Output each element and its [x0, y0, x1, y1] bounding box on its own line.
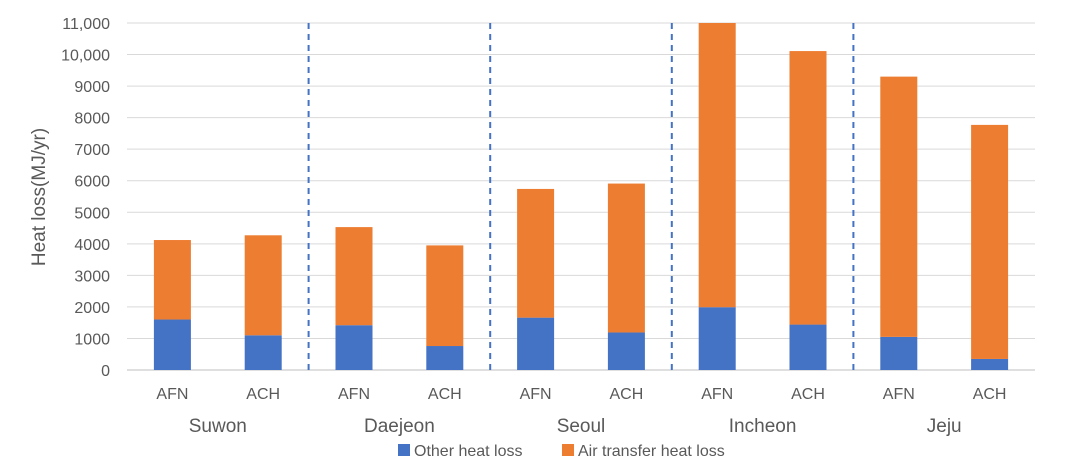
bar-segment-air-transfer-heat-loss [153, 240, 191, 320]
y-axis-label: Heat loss(MJ/yr) [29, 128, 50, 266]
bar-segment-other-heat-loss [153, 319, 191, 370]
y-tick-label: 8000 [74, 111, 110, 128]
legend-swatch-other-heat-loss [398, 444, 410, 456]
x-category-label: AFN [338, 386, 370, 403]
x-group-label: Jeju [927, 416, 962, 437]
group-separators [307, 23, 855, 370]
x-category-label: ACH [973, 386, 1007, 403]
legend: Other heat loss Air transfer heat loss [398, 443, 725, 460]
bar-segment-other-heat-loss [335, 325, 373, 370]
bar-segment-air-transfer-heat-loss [698, 23, 736, 308]
legend-label-other-heat-loss: Other heat loss [414, 443, 523, 460]
bar-segment-other-heat-loss [517, 317, 555, 370]
x-group-label: Daejeon [364, 416, 435, 437]
x-group-label: Incheon [729, 416, 797, 437]
x-category-label: ACH [610, 386, 644, 403]
x-category-label: ACH [791, 386, 825, 403]
x-category-label: AFN [520, 386, 552, 403]
y-tick-label: 0 [101, 363, 110, 380]
x-category-label: ACH [246, 386, 280, 403]
bar-segment-air-transfer-heat-loss [789, 51, 827, 325]
legend-swatch-air-transfer-heat-loss [562, 444, 574, 456]
bar-segment-air-transfer-heat-loss [426, 245, 464, 347]
x-category-label: AFN [156, 386, 188, 403]
bars [153, 23, 1009, 370]
bar-segment-air-transfer-heat-loss [244, 235, 282, 336]
x-group-label: Suwon [189, 416, 247, 437]
y-tick-label: 2000 [74, 300, 110, 317]
y-tick-label: 7000 [74, 142, 110, 159]
y-tick-label: 5000 [74, 205, 110, 222]
y-tick-label: 3000 [74, 268, 110, 285]
x-category-label: AFN [883, 386, 915, 403]
bar-segment-air-transfer-heat-loss [971, 124, 1009, 359]
legend-label-air-transfer-heat-loss: Air transfer heat loss [578, 443, 725, 460]
bar-segment-other-heat-loss [244, 335, 282, 370]
bar-segment-other-heat-loss [880, 336, 918, 370]
x-category-label: AFN [701, 386, 733, 403]
x-axis-group-labels: Suwon Daejeon Seoul Incheon Jeju [189, 416, 962, 437]
y-tick-label: 6000 [74, 174, 110, 191]
y-tick-label: 9000 [74, 79, 110, 96]
bar-segment-air-transfer-heat-loss [880, 76, 918, 337]
bar-segment-other-heat-loss [971, 358, 1009, 370]
y-tick-label: 11,000 [62, 16, 110, 33]
y-tick-label: 1000 [74, 331, 110, 348]
bar-segment-air-transfer-heat-loss [517, 188, 555, 318]
x-category-label: ACH [428, 386, 462, 403]
bar-segment-air-transfer-heat-loss [335, 227, 373, 326]
y-axis-ticks: 0 1000 2000 3000 4000 5000 6000 7000 8000 9000 10,… [61, 16, 110, 380]
y-tick-label: 10,000 [61, 48, 110, 65]
bar-segment-other-heat-loss [789, 324, 827, 370]
bar-segment-other-heat-loss [607, 332, 645, 370]
bar-segment-other-heat-loss [698, 307, 736, 370]
y-tick-label: 4000 [74, 237, 110, 254]
bar-segment-air-transfer-heat-loss [607, 183, 645, 333]
bar-segment-other-heat-loss [426, 346, 464, 370]
x-axis-category-labels: AFN ACH AFN ACH AFN ACH AFN ACH AFN ACH [156, 386, 1006, 403]
x-group-label: Seoul [557, 416, 606, 437]
